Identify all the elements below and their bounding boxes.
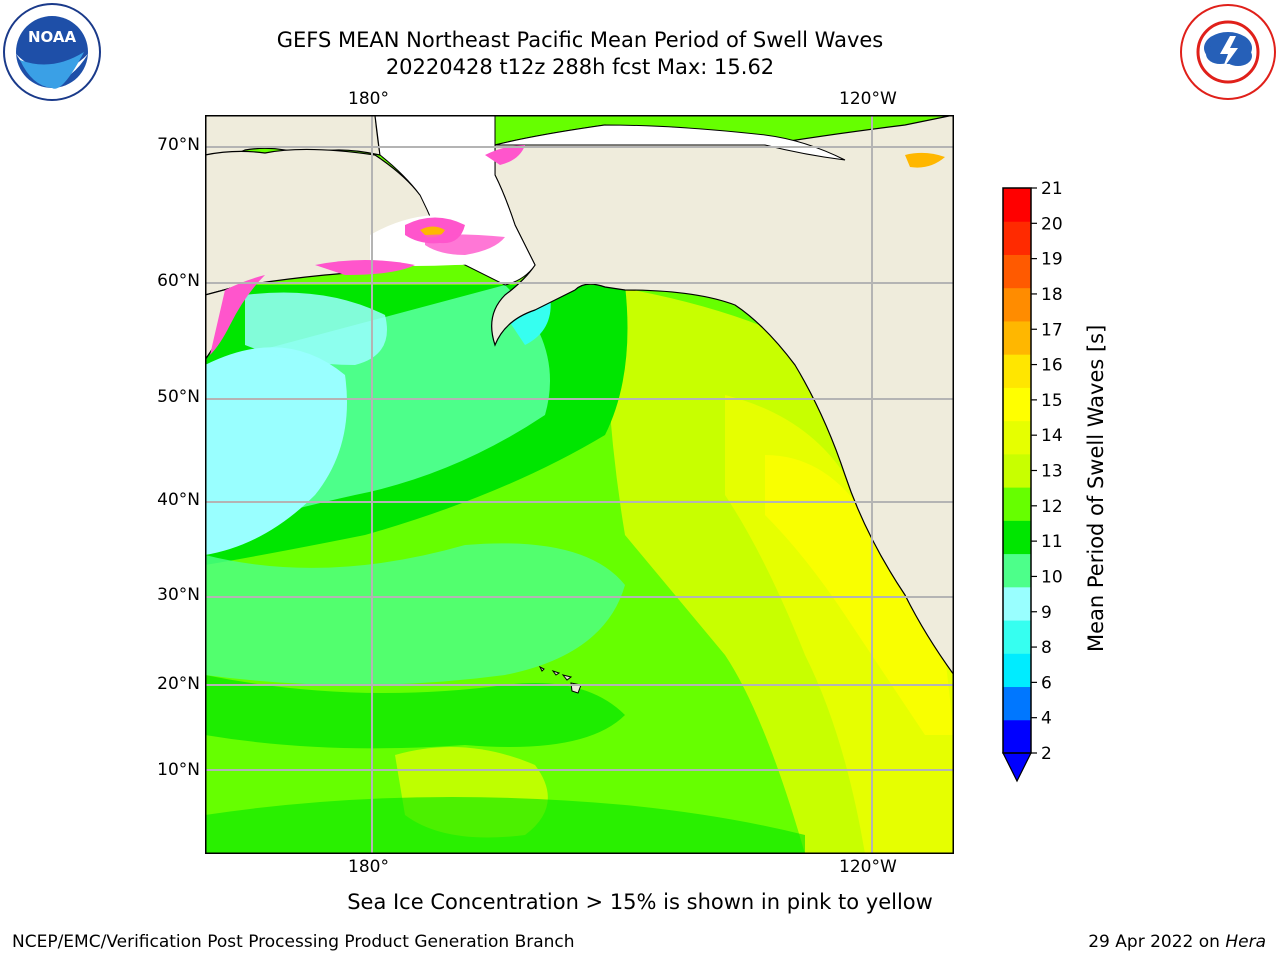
chart-title-line1: GEFS MEAN Northeast Pacific Mean Period …: [276, 28, 884, 52]
sea-ice-yukon: [425, 234, 505, 255]
lat-label-50n: 50°N: [157, 387, 200, 407]
colorbar-swatch: [1003, 420, 1031, 455]
colorbar-tick-label: 21: [1041, 180, 1063, 199]
lat-label-30n: 30°N: [157, 585, 200, 605]
noaa-logo-text: NOAA: [28, 28, 77, 46]
colorbar-tick-label: 17: [1041, 320, 1063, 340]
colorbar-tick-label: 20: [1041, 214, 1063, 234]
colorbar-swatch: [1003, 188, 1031, 222]
colorbar-tick-label: 16: [1041, 356, 1063, 376]
colorbar-tick-label: 8: [1041, 638, 1052, 658]
map-panel: [205, 115, 954, 854]
colorbar-tick-label: 11: [1041, 532, 1063, 552]
sea-ice-chukchi: [485, 145, 525, 165]
beaufort-sea: [494, 124, 846, 161]
swell-zone-8-9s-north: [245, 292, 387, 365]
colorbar-tick-label: 12: [1041, 497, 1063, 517]
swell-zone-14-15s: [765, 455, 954, 735]
swell-zone-mid: [205, 543, 625, 685]
lat-label-70n: 70°N: [157, 135, 200, 155]
colorbar-swatch: [1003, 620, 1031, 654]
colorbar-swatch: [1003, 387, 1031, 422]
colorbar-swatch: [1003, 320, 1031, 355]
colorbar-tick-label: 10: [1041, 567, 1063, 587]
colorbar: 21 20 19 18 17 16 15 14 13 12 11 10 9 8 6 4 2: [995, 179, 1085, 800]
colorbar-tick-label: 19: [1041, 250, 1063, 270]
colorbar-swatch: [1003, 254, 1031, 289]
footer-date-text: 29 Apr 2022 on: [1088, 932, 1226, 952]
colorbar-label: Mean Period of Swell Waves [s]: [1084, 324, 1108, 652]
lon-label-top-120w: 120°W: [839, 89, 897, 109]
island-kauai: [538, 665, 545, 672]
map-frame: [205, 115, 954, 854]
colorbar-tick-label: 13: [1041, 462, 1063, 482]
colorbar-swatch: [1003, 487, 1031, 521]
lat-label-10n: 10°N: [157, 760, 200, 780]
noaa-logo-icon: NOAA: [2, 2, 102, 102]
colorbar-tick-label: 14: [1041, 426, 1063, 446]
colorbar-extend-arrow: [1002, 752, 1032, 783]
colorbar-swatch: [1003, 686, 1031, 721]
colorbar-swatch: [1003, 221, 1031, 255]
lat-label-60n: 60°N: [157, 271, 200, 291]
lon-label-bottom-120w: 120°W: [839, 857, 897, 877]
sea-ice-east: [905, 152, 945, 168]
footer-date: 29 Apr 2022 on Hera: [1088, 932, 1266, 952]
colorbar-swatch: [1003, 453, 1031, 488]
colorbar-tick-label: 2: [1041, 744, 1052, 764]
colorbar-tick-label: 4: [1041, 709, 1052, 729]
colorbar-tick-label: 6: [1041, 673, 1052, 693]
sea-ice-kamchatka: [210, 275, 265, 355]
colorbar-swatch: [1003, 520, 1031, 555]
colorbar-tick-label: 18: [1041, 285, 1063, 305]
island-oahu: [551, 670, 561, 676]
footer-host: Hera: [1225, 932, 1266, 952]
colorbar-tick-label: 15: [1041, 391, 1063, 411]
colorbar-swatch: [1003, 653, 1031, 688]
colorbar-tick-label: 9: [1041, 603, 1052, 623]
map-svg: [205, 115, 954, 854]
lat-label-40n: 40°N: [157, 490, 200, 510]
lon-label-bottom-180: 180°: [348, 857, 389, 877]
colorbar-swatch: [1003, 719, 1031, 754]
island-maui: [561, 674, 573, 681]
sea-ice-bering-west: [315, 260, 415, 275]
colorbar-swatch: [1003, 586, 1031, 621]
sea-ice-note: Sea Ice Concentration > 15% is shown in …: [347, 890, 933, 914]
colorbar-swatch: [1003, 287, 1031, 322]
chart-title-line2: 20220428 t12z 288h fcst Max: 15.62: [385, 55, 775, 79]
swell-zone-south: [205, 797, 805, 854]
lon-label-top-180: 180°: [348, 89, 389, 109]
lat-label-20n: 20°N: [157, 674, 200, 694]
footer-credit: NCEP/EMC/Verification Post Processing Pr…: [12, 932, 575, 952]
colorbar-swatch: [1003, 553, 1031, 588]
swell-zone-subtropical: [205, 675, 625, 749]
colorbar-swatch: [1003, 354, 1031, 388]
colorbar-svg: 21 20 19 18 17 16 15 14 13 12 11 10 9 8 6 4 2: [1002, 179, 1063, 783]
nws-logo-icon: [1178, 2, 1278, 102]
graticule: [205, 115, 954, 854]
